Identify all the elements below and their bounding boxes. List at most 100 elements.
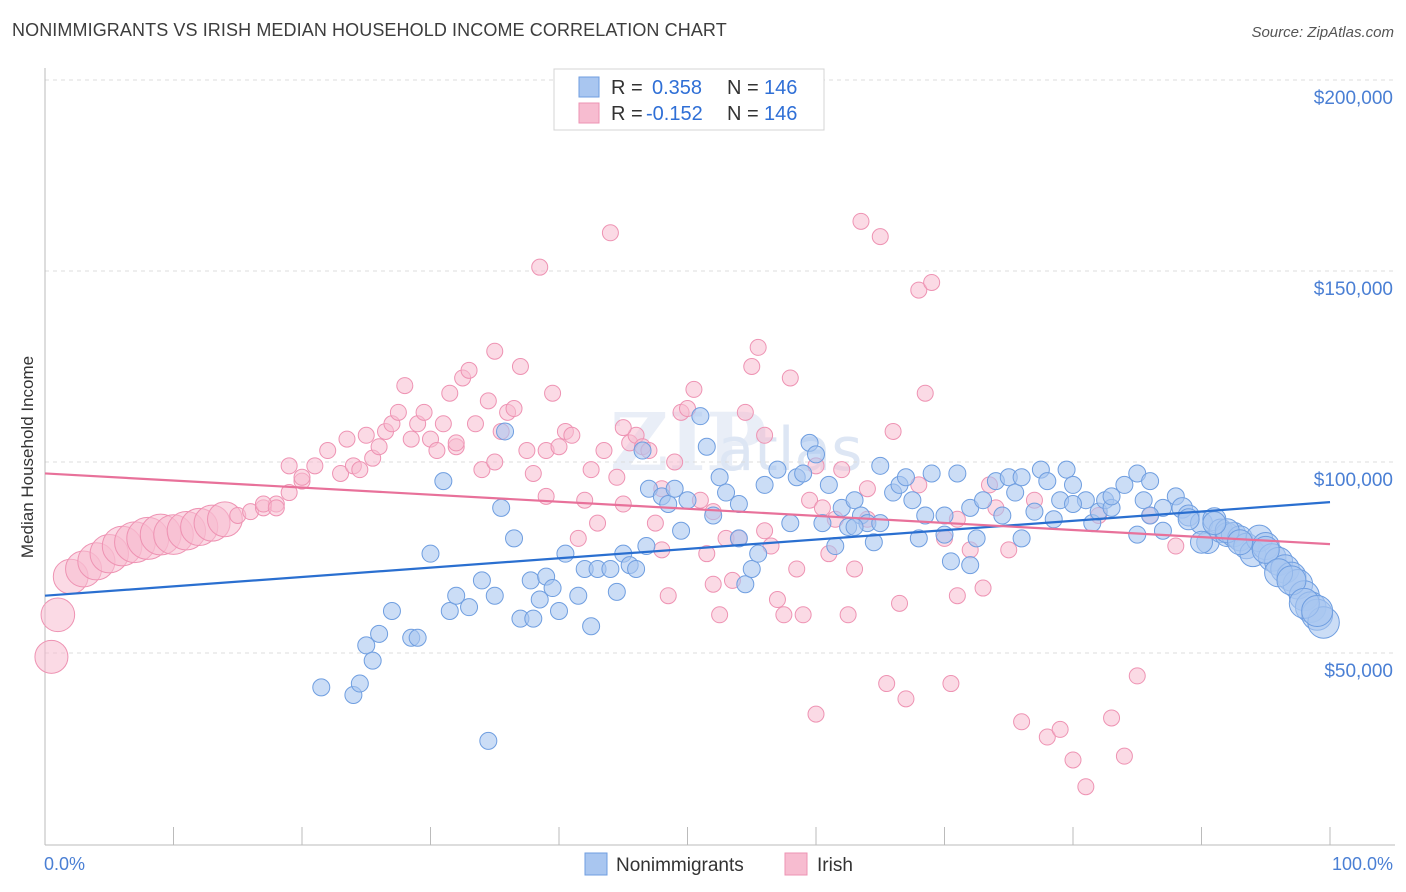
irish-point — [505, 400, 523, 418]
irish-point — [775, 606, 793, 624]
irish-point — [666, 453, 684, 471]
legend-n-label-2: N = — [727, 103, 759, 125]
legend-r-label-2: R = — [611, 103, 643, 125]
nonimmigrant-point — [1301, 594, 1334, 627]
irish-point — [608, 468, 626, 486]
nonimmigrant-point — [691, 407, 710, 426]
source-note: Source: ZipAtlas.com — [1251, 24, 1394, 41]
irish-point — [910, 281, 928, 299]
irish-point — [531, 258, 549, 276]
nonimmigrant-point — [755, 475, 774, 494]
irish-point — [801, 491, 819, 509]
nonimmigrant-point — [479, 731, 498, 750]
nonimmigrant-point — [1038, 472, 1057, 491]
irish-point — [524, 464, 542, 482]
irish-point — [601, 224, 619, 242]
nonimmigrant-point — [524, 609, 543, 628]
irish-point — [685, 380, 703, 398]
irish-point — [813, 499, 831, 517]
irish-point — [473, 461, 491, 479]
irish-point — [511, 358, 529, 375]
irish-point — [518, 442, 536, 460]
irish-point — [1077, 778, 1095, 796]
nonimmigrant-point — [447, 586, 466, 605]
nonimmigrant-point — [1025, 502, 1044, 521]
chart-title: NONIMMIGRANTS VS IRISH MEDIAN HOUSEHOLD … — [12, 20, 727, 40]
irish-point — [711, 606, 729, 624]
irish-point — [563, 426, 581, 444]
nonimmigrant-point — [1044, 510, 1063, 529]
irish-point — [974, 579, 992, 597]
irish-point — [910, 476, 928, 494]
irish-point — [338, 430, 356, 448]
irish-point — [293, 468, 311, 486]
irish-point — [923, 273, 941, 291]
y-axis-title: Median Household Income — [18, 356, 37, 558]
nonimmigrant-point — [974, 491, 993, 510]
nonimmigrant-point — [601, 559, 620, 578]
irish-point — [698, 545, 716, 563]
nonimmigrant-point — [421, 544, 440, 563]
nonimmigrant-point — [357, 636, 376, 655]
irish-trend-line — [44, 472, 1331, 546]
nonimmigrant-point — [781, 514, 800, 533]
irish-point — [569, 529, 587, 547]
irish-point — [280, 484, 298, 502]
nonimmigrant-point — [1012, 529, 1031, 548]
nonimmigrant-point — [543, 579, 562, 598]
y-tick-label: $150,000 — [1314, 279, 1393, 300]
y-tick-label: $200,000 — [1314, 88, 1393, 109]
nonimmigrant-point — [941, 552, 960, 571]
irish-point — [884, 422, 902, 440]
nonimmigrant-point — [961, 556, 980, 575]
nonimmigrant-point — [736, 575, 755, 594]
irish-point — [415, 403, 433, 421]
bottom-legend-swatch-pink — [784, 852, 808, 876]
nonimmigrant-point — [1190, 530, 1213, 554]
nonimmigrant-point — [550, 601, 568, 620]
legend-n-value-2: 146 — [764, 103, 797, 125]
nonimmigrant-point — [749, 544, 768, 563]
legend: R = 0.358 N = 146 R = -0.152 N = 146 — [553, 68, 825, 131]
nonimmigrant-point — [637, 537, 656, 556]
nonimmigrant-point — [434, 472, 453, 491]
nonimmigrant-point — [492, 498, 511, 517]
nonimmigrant-point — [607, 582, 626, 601]
nonimmigrant-point — [742, 559, 761, 578]
irish-point — [582, 461, 600, 479]
nonimmigrant-point — [1153, 521, 1172, 540]
nonimmigrant-point — [1102, 487, 1121, 506]
bottom-legend-swatch-blue — [584, 852, 608, 876]
irish-point — [544, 384, 562, 402]
nonimmigrant-point — [922, 464, 941, 483]
irish-point — [871, 228, 889, 246]
nonimmigrant-point — [896, 468, 915, 487]
irish-point — [441, 384, 459, 402]
irish-point — [659, 587, 677, 605]
nonimmigrant-point — [1141, 472, 1160, 491]
nonimmigrant-point — [1115, 475, 1134, 494]
nonimmigrant-point — [521, 571, 540, 590]
irish-point — [396, 377, 414, 395]
nonimmigrant-point — [717, 483, 736, 502]
irish-point — [852, 212, 870, 230]
grid-lines — [45, 79, 1395, 654]
irish-point — [389, 403, 407, 421]
nonimmigrant-point — [871, 456, 890, 475]
nonimmigrant-point — [672, 521, 691, 540]
nonimmigrant-point — [633, 441, 652, 460]
nonimmigrant-point — [678, 491, 697, 510]
nonimmigrant-point — [665, 479, 684, 498]
nonimmigrant-point — [363, 651, 382, 670]
irish-point — [402, 430, 420, 448]
nonimmigrant-point — [1064, 495, 1082, 514]
nonimmigrant-point — [909, 529, 928, 548]
nonimmigrant-point — [916, 506, 935, 525]
nonimmigrant-point — [569, 586, 588, 605]
irish-point — [614, 419, 632, 437]
irish-point — [756, 522, 774, 540]
irish-point — [756, 426, 774, 444]
nonimmigrant-point — [1006, 483, 1025, 502]
irish-point — [370, 438, 388, 456]
